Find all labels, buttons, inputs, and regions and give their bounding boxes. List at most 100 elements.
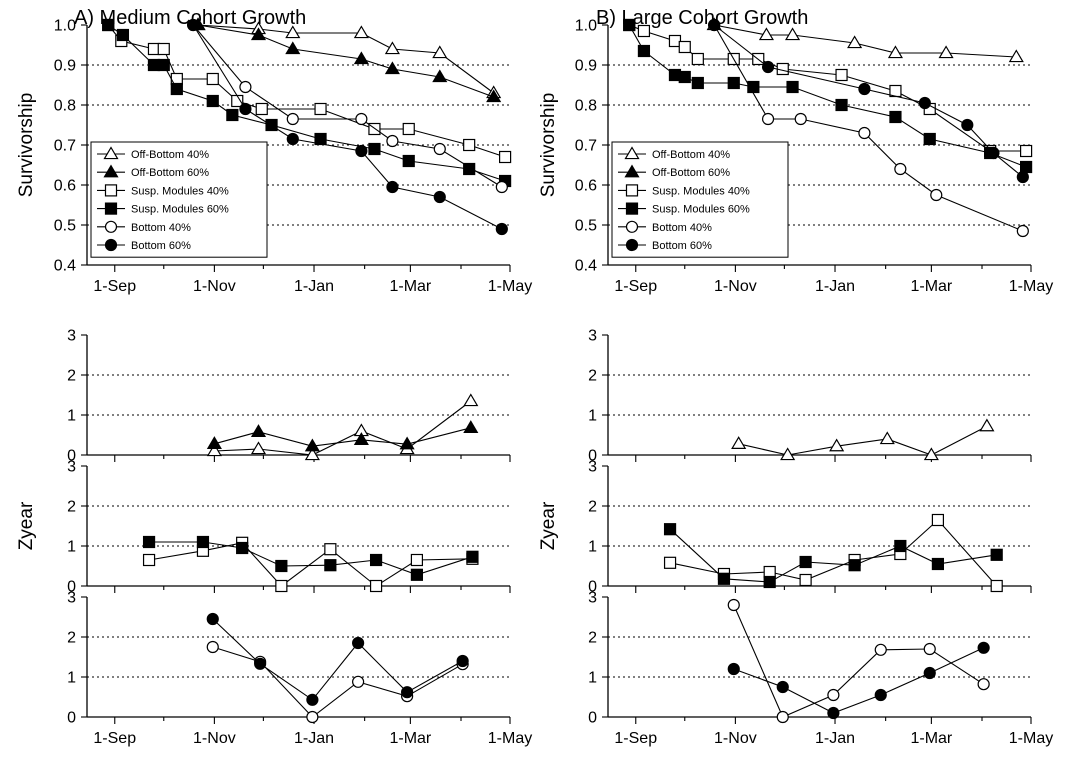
y-tick-label: 0.9 (575, 58, 597, 75)
data-point (931, 513, 945, 527)
data-point (637, 24, 651, 38)
data-point (923, 642, 936, 656)
data-point (499, 150, 512, 164)
data-point (324, 559, 337, 572)
data-point (1008, 49, 1024, 63)
x-tick-label: 1-Jan (815, 278, 855, 295)
data-point (923, 132, 936, 146)
data-point (776, 680, 789, 694)
data-point (848, 559, 861, 572)
data-point (384, 61, 400, 75)
data-point (324, 543, 337, 556)
series-line (212, 618, 463, 701)
data-point (353, 432, 369, 445)
data-point (977, 678, 990, 691)
data-point (206, 443, 222, 457)
x-tick-label: 1-Sep (93, 278, 136, 295)
data-point (1016, 224, 1029, 238)
data-point (678, 70, 691, 84)
y-tick-label: 3 (67, 590, 76, 607)
data-point (285, 41, 301, 55)
y-tick-label: 0.9 (54, 58, 76, 75)
data-point (727, 76, 740, 90)
data-point (463, 393, 479, 407)
y-tick-label: 2 (588, 368, 597, 385)
data-point (758, 27, 774, 41)
legend-box (611, 141, 789, 258)
data-point (254, 657, 267, 670)
panel-a-z1: 0 1 2 3 (67, 328, 511, 465)
data-point (887, 45, 903, 59)
y-tick-label: 3 (588, 590, 597, 607)
data-point (304, 447, 320, 461)
data-point (799, 573, 812, 587)
y-tick-label: 3 (67, 328, 76, 345)
data-point (170, 82, 183, 96)
panel-title: B) Large Cohort Growth (596, 7, 808, 29)
series-susp-modules-40 (102, 18, 512, 164)
panel-b-surv: 0.4 0.5 0.6 0.7 0.8 0.9 1.0 1-Sep 1-Nov 1-Jan 1-Ma… (538, 7, 1053, 295)
data-point (432, 45, 448, 59)
data-point (761, 112, 775, 126)
y-tick-label: 1 (588, 539, 597, 556)
x-tick-label: 1-May (488, 278, 532, 295)
series-off-bottom-60 (206, 420, 479, 452)
legend-label: Bottom 40% (131, 222, 191, 234)
series-susp-modules-40 (142, 536, 479, 593)
data-point (206, 94, 219, 108)
data-point (142, 553, 156, 567)
data-point (678, 40, 691, 54)
data-point (708, 18, 721, 32)
x-tick-label: 1-Jan (815, 730, 855, 747)
data-point (196, 535, 210, 549)
data-point (386, 180, 399, 194)
data-point (355, 144, 368, 158)
data-point (858, 126, 871, 140)
data-point (763, 565, 776, 579)
series-bottom-40 (206, 640, 469, 724)
data-point (236, 541, 249, 555)
data-point (987, 146, 1000, 160)
data-point (286, 112, 299, 126)
series-line (214, 400, 472, 456)
x-tick-label: 1-Nov (714, 730, 757, 747)
y-tick-label: 0.8 (54, 98, 76, 115)
legend-label: Off-Bottom 40% (131, 149, 209, 161)
legend-marker (625, 238, 639, 252)
data-point (794, 112, 807, 126)
data-point (239, 102, 252, 116)
data-point (369, 553, 383, 567)
data-point (463, 138, 476, 152)
data-point (255, 102, 268, 116)
x-tick-label: 1-Mar (389, 730, 431, 747)
x-tick-label: 1-Sep (614, 730, 657, 747)
data-point (776, 710, 789, 724)
data-point (399, 436, 415, 450)
y-tick-label: 0.7 (54, 138, 76, 155)
data-point (835, 98, 848, 112)
y-tick-label: 0.4 (54, 258, 76, 275)
y-tick-label: 1 (67, 670, 76, 687)
data-point (663, 523, 677, 536)
series-bottom-60 (708, 18, 1029, 184)
series-off-bottom-40 (190, 17, 502, 99)
legend-marker (104, 220, 118, 233)
y-tick-label: 0.6 (575, 178, 597, 195)
y-tick-label: 2 (588, 499, 597, 516)
y-tick-label: 2 (67, 630, 76, 647)
legend-label: Off-Bottom 40% (652, 149, 730, 161)
y-tick-label: 3 (588, 459, 597, 476)
data-point (894, 539, 907, 553)
legend-marker (104, 184, 118, 197)
series-line (669, 528, 997, 583)
data-point (827, 688, 840, 702)
series-line (214, 427, 471, 447)
y-tick-label: 0.8 (575, 98, 597, 115)
legend: Off-Bottom 40% Off-Bottom 60% Susp. Module… (611, 141, 789, 258)
data-point (727, 662, 740, 676)
data-point (275, 579, 288, 593)
series-susp-modules-40 (663, 513, 1003, 593)
data-point (717, 572, 731, 585)
y-tick-label: 1.0 (575, 18, 597, 35)
legend-marker (104, 238, 118, 252)
